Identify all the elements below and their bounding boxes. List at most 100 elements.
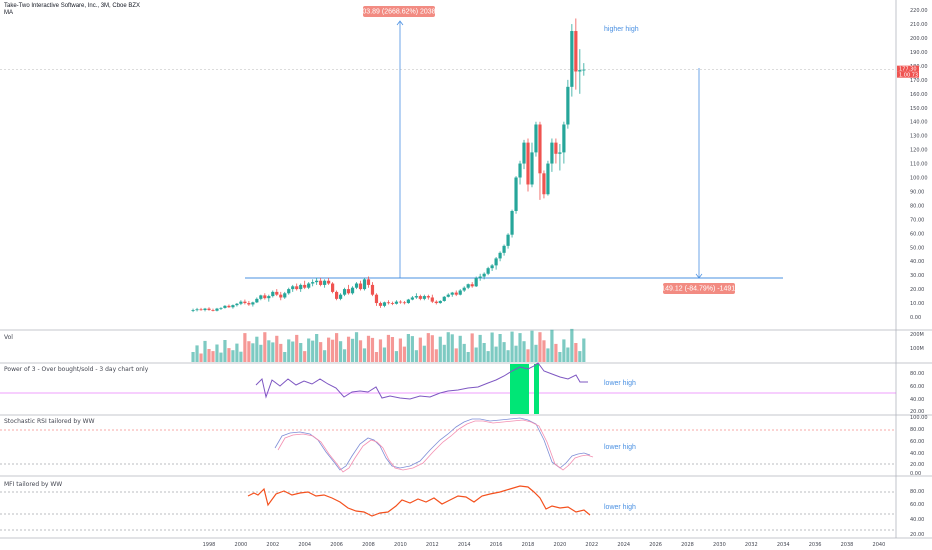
volume-bar [458, 335, 462, 362]
candle-body [570, 31, 574, 87]
volume-bar [251, 343, 255, 362]
measure-up-arrow [396, 20, 404, 26]
time-tick-label: 2036 [809, 542, 822, 548]
volume-bar [303, 351, 307, 362]
volume-bar [582, 338, 586, 362]
price-tick-label: 150.00 [910, 106, 928, 112]
mfi-tick: 40.00 [910, 517, 924, 523]
last-price-tag: 177.30 1.00 73 [897, 65, 919, 78]
candle-body [219, 307, 223, 309]
volume-bar [231, 350, 235, 362]
volume-bar [223, 340, 227, 362]
stochrsi-annotation: lower high [604, 444, 636, 451]
power3-tick: 60.00 [910, 384, 924, 390]
candle-body [374, 294, 379, 304]
volume-bar [386, 334, 391, 362]
time-tick-label: 2008 [362, 542, 375, 548]
price-axis: 220.00210.00200.00190.00180.00170.00160.… [910, 8, 928, 321]
power3-line [255, 362, 588, 400]
candle-body [319, 280, 323, 285]
price-tick-label: 190.00 [910, 50, 928, 56]
candle-body [350, 287, 355, 294]
volume-bar [470, 333, 474, 362]
volume-bar [227, 348, 231, 362]
volume-bar [570, 328, 574, 362]
volume-bar [418, 337, 422, 362]
candle-body [454, 292, 458, 295]
mfi-panel-title: MFI tailored by WW [4, 481, 62, 488]
time-tick-label: 2000 [235, 542, 248, 548]
candle-body [578, 70, 582, 72]
candle-body [203, 308, 207, 311]
volume-bar [267, 340, 271, 362]
time-tick-label: 2034 [777, 542, 790, 548]
volume-bar [275, 335, 279, 362]
measure-down-arrow [695, 273, 703, 279]
volume-bar [430, 335, 434, 362]
candle-body [307, 283, 311, 288]
volume-bar [494, 346, 498, 362]
candle-body [386, 302, 391, 304]
volume-bar [354, 332, 359, 362]
stochrsi-k-line [274, 417, 591, 471]
volume-bar [530, 330, 534, 362]
candle-body [211, 310, 215, 311]
higher-high-annotation: higher high [604, 26, 639, 33]
time-tick-label: 2032 [745, 542, 758, 548]
price-tick-label: 10.00 [910, 301, 924, 307]
candle-body [235, 303, 239, 306]
volume-bar [550, 329, 554, 362]
candle-body [338, 294, 343, 299]
candle-body [342, 289, 347, 295]
volume-bar [502, 342, 506, 362]
candle-body [522, 142, 526, 164]
volume-bar [295, 334, 299, 362]
volume-bar [478, 334, 482, 362]
candle-body [514, 177, 518, 211]
volume-bar [422, 345, 426, 362]
time-tick-label: 2028 [681, 542, 694, 548]
candle-body [494, 258, 498, 266]
time-tick-label: 2004 [298, 542, 311, 548]
candle-body [542, 173, 546, 195]
measure-down-label[interactable]: -149.12 (-84.79%) -14912 [659, 283, 739, 294]
candle-body [526, 142, 530, 185]
candle-body [462, 287, 466, 291]
candle-body [518, 163, 522, 178]
stochrsi-d-line [277, 419, 594, 473]
volume-bar [346, 336, 351, 362]
volume-bar [454, 348, 458, 362]
volume-tick: 200M [910, 332, 924, 338]
volume-bar [518, 333, 522, 362]
candle-body [354, 283, 359, 288]
time-tick-label: 2014 [458, 542, 471, 548]
candle-body [502, 245, 506, 253]
volume-bar [538, 332, 542, 362]
candle-body [442, 296, 446, 301]
volume-bar [338, 341, 343, 362]
candle-body [418, 296, 422, 299]
volume-bar [283, 352, 287, 362]
volume-bar [263, 332, 267, 362]
price-tick-label: 160.00 [910, 92, 928, 98]
time-tick-label: 2002 [266, 542, 279, 548]
power3-oversold-block-2 [534, 364, 539, 414]
last-price-box-2 [897, 71, 919, 78]
power3-tick: 80.00 [910, 371, 924, 377]
volume-bar [438, 336, 442, 362]
measure-lines[interactable] [396, 20, 703, 279]
volume-bar [311, 340, 315, 362]
time-axis: 1998 2000 2002 2004 2006 2008 2010 2012 2014 2016… [203, 542, 886, 548]
measure-up-label[interactable]: 203.89 (2668.62%) 20389 [359, 6, 440, 17]
candle-body [390, 303, 395, 304]
candle-body [195, 309, 199, 311]
time-tick-label: 2038 [841, 542, 854, 548]
volume-bar [522, 341, 526, 362]
price-tick-label: 0.00 [910, 315, 921, 321]
volume-bar [307, 338, 311, 362]
candle-body [466, 284, 470, 288]
volume-bar [315, 334, 319, 362]
candle-body [410, 297, 414, 300]
